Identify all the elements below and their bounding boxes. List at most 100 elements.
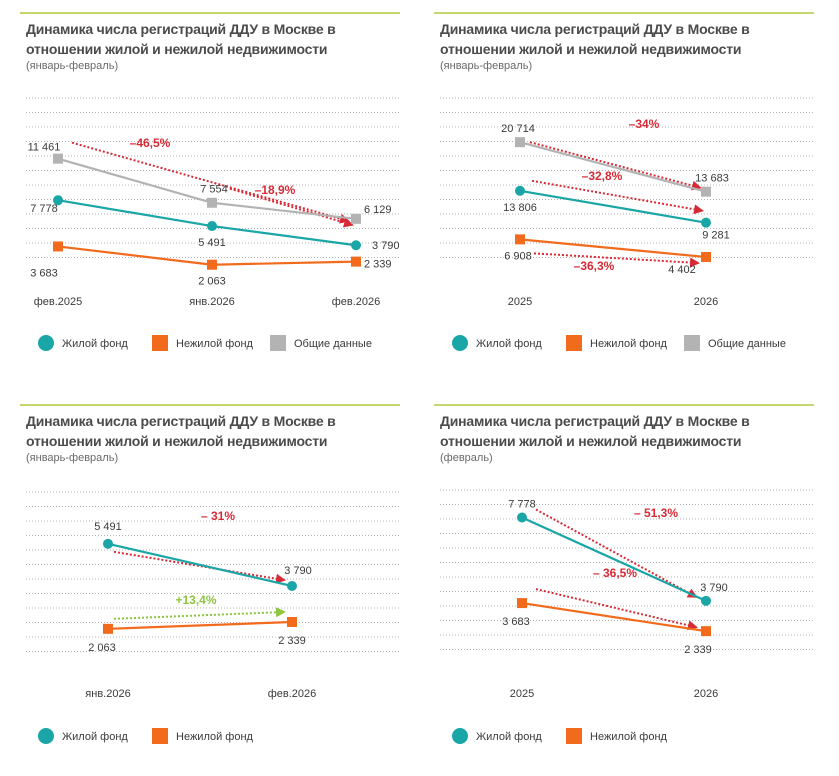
point-residential: [287, 581, 297, 592]
legend-marker-residential: [452, 335, 468, 351]
point-residential: [53, 195, 63, 206]
chart-title: Динамика числа регистраций ДДУ в Москве …: [440, 413, 750, 449]
legend-label: Жилой фонд: [62, 338, 128, 350]
series-line-total: [519, 141, 707, 193]
chart-title: Динамика числа регистраций ДДУ в Москве …: [26, 413, 336, 449]
data-label: 2 339: [278, 635, 306, 647]
data-label: 3 683: [30, 267, 58, 279]
legend-label: Нежилой фонд: [590, 731, 668, 743]
series-line-residential: [519, 189, 707, 224]
data-label: 3 790: [700, 582, 728, 594]
change-arrow: [229, 187, 354, 228]
data-label: 3 790: [372, 240, 400, 252]
data-label: 2 339: [364, 259, 392, 271]
x-tick-label: 2026: [694, 296, 718, 308]
point-nonresidential: [207, 259, 217, 270]
point-residential: [517, 512, 527, 523]
change-arrow: [535, 508, 698, 598]
change-label: – 31%: [201, 509, 235, 523]
x-tick-label: 2025: [510, 688, 534, 700]
x-tick-label: 2025: [508, 296, 532, 308]
point-nonresidential: [103, 623, 113, 634]
series-line-nonresidential: [521, 601, 707, 633]
change-arrow: [529, 141, 702, 191]
panel-top-rule: [20, 404, 400, 406]
series-line-nonresidential: [519, 238, 707, 259]
chart-title: Динамика числа регистраций ДДУ в Москве …: [440, 21, 750, 57]
legend-marker-total: [270, 335, 286, 351]
point-residential: [701, 217, 711, 228]
point-nonresidential: [287, 616, 297, 627]
legend-marker-residential: [452, 728, 468, 744]
x-tick-label: 2026: [694, 688, 718, 700]
point-total: [207, 197, 217, 208]
legend-marker-nonresidential: [566, 728, 582, 744]
point-total: [53, 153, 63, 164]
panel-top-rule: [434, 404, 814, 406]
legend-marker-nonresidential: [152, 335, 168, 351]
data-label: 7 778: [30, 203, 58, 215]
x-tick-label: янв.2026: [189, 296, 234, 308]
change-label: – 51,3%: [634, 506, 678, 520]
legend-marker-residential: [38, 728, 54, 744]
data-label: 7 778: [508, 499, 536, 511]
x-tick-label: янв.2026: [85, 688, 130, 700]
change-arrow: [535, 588, 698, 631]
point-residential: [351, 240, 361, 251]
chart-panel-3: Динамика числа регистраций ДДУ в Москве …: [20, 404, 412, 776]
legend-label: Жилой фонд: [476, 338, 542, 350]
chart-subtitle: (январь-февраль): [26, 60, 119, 72]
legend-label: Общие данные: [294, 338, 372, 350]
change-label: –32,8%: [582, 169, 623, 183]
data-label: 3 790: [284, 565, 312, 577]
chart-title: Динамика числа регистраций ДДУ в Москве …: [26, 21, 336, 57]
point-residential: [515, 185, 525, 196]
change-label: –34%: [629, 117, 660, 131]
point-total: [701, 186, 711, 197]
chart-panel-2: Динамика числа регистраций ДДУ в Москве …: [434, 12, 826, 384]
point-residential: [207, 221, 217, 232]
data-label: 2 063: [198, 276, 226, 288]
legend-label: Жилой фонд: [62, 731, 128, 743]
legend-marker-total: [684, 335, 700, 351]
data-label: 20 714: [501, 123, 535, 135]
legend-label: Нежилой фонд: [176, 731, 254, 743]
point-residential: [701, 595, 711, 606]
x-tick-label: фев.2025: [34, 296, 83, 308]
chart-panel-4: Динамика числа регистраций ДДУ в Москве …: [434, 404, 826, 776]
point-residential: [103, 538, 113, 549]
chart-subtitle: (январь-февраль): [26, 452, 119, 464]
series-line-nonresidential: [107, 620, 293, 630]
legend-marker-nonresidential: [566, 335, 582, 351]
point-nonresidential: [517, 598, 527, 609]
data-label: 9 281: [702, 230, 730, 242]
data-label: 13 683: [695, 173, 729, 185]
data-label: 5 491: [94, 521, 122, 533]
data-label: 6 908: [504, 250, 532, 262]
point-nonresidential: [515, 234, 525, 245]
data-label: 11 461: [28, 142, 61, 154]
panel-top-rule: [434, 12, 814, 14]
change-label: +13,4%: [175, 593, 216, 607]
change-label: – 36,5%: [593, 566, 637, 580]
legend-label: Нежилой фонд: [176, 338, 254, 350]
change-arrow: [113, 550, 286, 584]
change-arrow: [113, 607, 286, 620]
legend-marker-nonresidential: [152, 728, 168, 744]
change-label: –18,9%: [255, 183, 296, 197]
data-label: 5 491: [198, 237, 226, 249]
point-nonresidential: [701, 252, 711, 263]
chart-subtitle: (февраль): [440, 452, 493, 464]
point-nonresidential: [53, 241, 63, 252]
chart-plot: –34% –32,8% –36,3% 13 806 9 281 6 908 4 402 20 …: [440, 97, 814, 351]
data-label: 2 063: [88, 642, 116, 654]
legend-marker-residential: [38, 335, 54, 351]
chart-panel-1: Динамика числа регистраций ДДУ в Москве …: [20, 12, 412, 384]
chart-subtitle: (январь-февраль): [440, 60, 533, 72]
data-label: 7 554: [200, 184, 228, 196]
data-label: 4 402: [668, 264, 696, 276]
legend-label: Общие данные: [708, 338, 786, 350]
series-line-residential: [521, 516, 707, 602]
chart-plot: – 31% +13,4% 5 491 3 790 2 063 2 339 янв.2026 ф…: [26, 491, 400, 744]
point-total: [515, 137, 525, 148]
